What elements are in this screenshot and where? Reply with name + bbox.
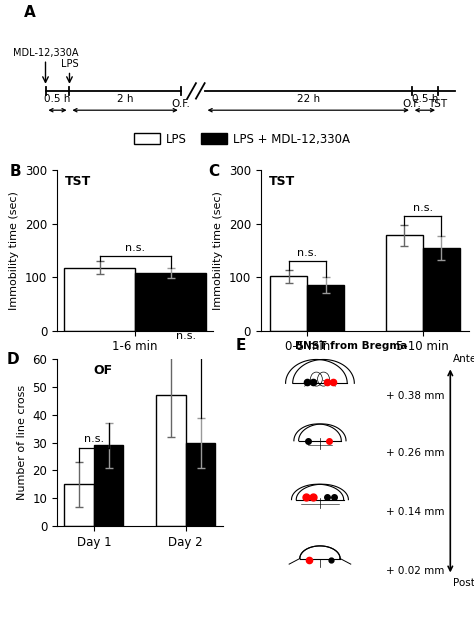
- Text: 22 h: 22 h: [297, 94, 320, 104]
- Text: + 0.38 mm: + 0.38 mm: [386, 391, 445, 401]
- Text: n.s.: n.s.: [297, 248, 317, 258]
- Text: 0.5 h: 0.5 h: [412, 94, 438, 104]
- Y-axis label: Immobility time (sec): Immobility time (sec): [9, 191, 19, 310]
- Bar: [423, 248, 460, 331]
- Text: D: D: [7, 352, 20, 367]
- Bar: [135, 273, 206, 331]
- Text: C: C: [209, 164, 219, 179]
- Y-axis label: Immobility time (sec): Immobility time (sec): [213, 191, 223, 310]
- Bar: [64, 484, 94, 526]
- Text: + 0.26 mm: + 0.26 mm: [386, 449, 445, 459]
- Text: + 0.02 mm: + 0.02 mm: [386, 566, 445, 576]
- Text: n.s.: n.s.: [84, 434, 104, 444]
- Bar: [386, 236, 423, 331]
- Text: Anterior: Anterior: [453, 353, 474, 364]
- Bar: [186, 442, 215, 526]
- Bar: [94, 445, 123, 526]
- Text: 2 h: 2 h: [117, 94, 133, 104]
- Bar: [64, 268, 135, 331]
- Text: + 0.14 mm: + 0.14 mm: [386, 507, 445, 517]
- Text: n.s.: n.s.: [413, 203, 433, 213]
- Text: E: E: [236, 338, 246, 353]
- Text: 0.5 h: 0.5 h: [44, 94, 71, 104]
- Text: n.s.: n.s.: [125, 243, 145, 253]
- Text: MDL-12,330A: MDL-12,330A: [13, 47, 78, 57]
- Bar: [156, 395, 186, 526]
- Text: O.F.: O.F.: [171, 99, 190, 108]
- Text: TST: TST: [269, 175, 295, 188]
- Text: O.F.: O.F.: [402, 99, 421, 108]
- Bar: [307, 285, 344, 331]
- Text: TST: TST: [428, 99, 447, 108]
- Text: B: B: [10, 164, 22, 179]
- Text: n.s.: n.s.: [176, 331, 196, 341]
- Text: A: A: [24, 5, 36, 20]
- Legend: LPS, LPS + MDL-12,330A: LPS, LPS + MDL-12,330A: [134, 133, 350, 146]
- Text: BNST from Bregma: BNST from Bregma: [294, 341, 407, 352]
- Y-axis label: Number of line cross: Number of line cross: [17, 385, 27, 500]
- Text: TST: TST: [64, 175, 91, 188]
- Text: OF: OF: [93, 364, 112, 377]
- Bar: [270, 276, 307, 331]
- Text: Posterior: Posterior: [453, 578, 474, 588]
- Text: LPS: LPS: [61, 59, 78, 69]
